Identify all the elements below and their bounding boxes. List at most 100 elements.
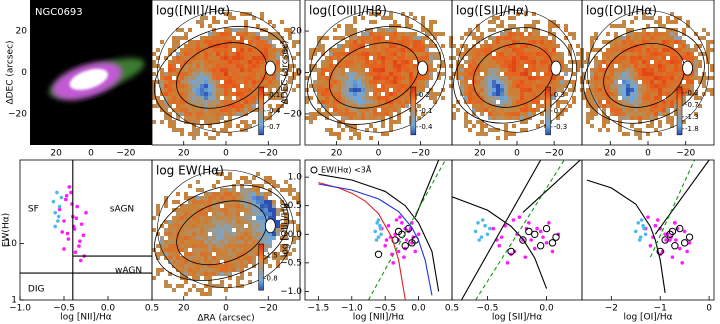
map-pixel bbox=[598, 80, 602, 84]
map-pixel bbox=[381, 108, 385, 112]
map-pixel bbox=[256, 80, 260, 84]
map-pixel bbox=[208, 80, 212, 84]
map-pixel bbox=[594, 104, 598, 108]
map-pixel bbox=[333, 36, 337, 40]
map-pixel bbox=[176, 100, 180, 104]
map-pixel bbox=[480, 132, 484, 136]
map-pixel bbox=[492, 76, 496, 80]
map-pixel bbox=[409, 36, 413, 40]
map-pixel bbox=[196, 80, 200, 84]
map-pixel bbox=[204, 96, 208, 100]
map-pixel bbox=[670, 32, 674, 36]
map-pixel bbox=[216, 224, 220, 228]
y-tick-label: 0 bbox=[21, 68, 27, 78]
map-pixel bbox=[472, 108, 476, 112]
point bbox=[506, 261, 510, 265]
map-pixel bbox=[646, 36, 650, 40]
map-pixel bbox=[520, 60, 524, 64]
map-pixel bbox=[670, 100, 674, 104]
y-tick-label: 1.0 bbox=[288, 173, 303, 183]
map-pixel bbox=[212, 68, 216, 72]
map-pixel bbox=[662, 32, 666, 36]
map-pixel bbox=[492, 56, 496, 60]
map-pixel bbox=[357, 44, 361, 48]
plot-area bbox=[587, 160, 709, 293]
map-pixel bbox=[646, 64, 650, 68]
map-pixel bbox=[341, 92, 345, 96]
point bbox=[66, 232, 70, 236]
point bbox=[79, 259, 83, 263]
map-pixel bbox=[361, 80, 365, 84]
map-pixel bbox=[576, 44, 580, 48]
map-pixel bbox=[468, 68, 472, 72]
map-pixel bbox=[622, 72, 626, 76]
map-pixel bbox=[204, 196, 208, 200]
map-pixel bbox=[236, 48, 240, 52]
map-pixel bbox=[393, 108, 397, 112]
map-pixel bbox=[544, 80, 548, 84]
map-pixel bbox=[646, 112, 650, 116]
map-pixel bbox=[630, 92, 634, 96]
map-pixel bbox=[500, 96, 504, 100]
map-pixel bbox=[212, 120, 216, 124]
map-pixel bbox=[192, 92, 196, 96]
map-pixel bbox=[256, 224, 260, 228]
map-pixel bbox=[429, 24, 433, 28]
map-pixel bbox=[425, 52, 429, 56]
map-pixel bbox=[586, 112, 590, 116]
map-pixel bbox=[536, 36, 540, 40]
map-pixel bbox=[662, 108, 666, 112]
map-pixel bbox=[409, 56, 413, 60]
map-pixel bbox=[520, 116, 524, 120]
map-pixel bbox=[504, 116, 508, 120]
map-pixel bbox=[337, 60, 341, 64]
map-pixel bbox=[200, 100, 204, 104]
map-pixel bbox=[540, 60, 544, 64]
map-pixel bbox=[536, 108, 540, 112]
map-pixel bbox=[260, 64, 264, 68]
map-pixel bbox=[172, 92, 176, 96]
map-pixel bbox=[172, 248, 176, 252]
map-pixel bbox=[618, 56, 622, 60]
map-pixel bbox=[492, 64, 496, 68]
map-pixel bbox=[236, 80, 240, 84]
map-pixel bbox=[377, 44, 381, 48]
map-pixel bbox=[180, 216, 184, 220]
map-pixel bbox=[329, 96, 333, 100]
map-pixel bbox=[192, 232, 196, 236]
map-pixel bbox=[192, 68, 196, 72]
map-pixel bbox=[460, 36, 464, 40]
map-pixel bbox=[548, 24, 552, 28]
map-pixel bbox=[590, 40, 594, 44]
map-pixel bbox=[172, 72, 176, 76]
map-pixel bbox=[236, 68, 240, 72]
map-pixel bbox=[586, 92, 590, 96]
panel-frame bbox=[452, 160, 582, 300]
map-pixel bbox=[252, 240, 256, 244]
map-pixel bbox=[598, 60, 602, 64]
map-pixel bbox=[618, 68, 622, 72]
map-pixel bbox=[192, 40, 196, 44]
map-pixel bbox=[337, 112, 341, 116]
map-pixel bbox=[236, 96, 240, 100]
map-pixel bbox=[472, 104, 476, 108]
map-pixel bbox=[618, 76, 622, 80]
map-pixel bbox=[232, 232, 236, 236]
map-pixel bbox=[397, 84, 401, 88]
map-pixel bbox=[361, 40, 365, 44]
map-pixel bbox=[268, 204, 272, 208]
map-pixel bbox=[610, 92, 614, 96]
map-pixel bbox=[248, 180, 252, 184]
map-pixel bbox=[572, 96, 576, 100]
foreground-star bbox=[265, 219, 275, 233]
map-pixel bbox=[244, 56, 248, 60]
map-pixel bbox=[654, 112, 658, 116]
point bbox=[379, 227, 383, 231]
map-pixel bbox=[508, 108, 512, 112]
map-pixel bbox=[654, 108, 658, 112]
map-pixel bbox=[353, 72, 357, 76]
open-circle-point bbox=[672, 243, 678, 249]
map-pixel bbox=[236, 112, 240, 116]
map-pixel bbox=[500, 80, 504, 84]
map-pixel bbox=[353, 56, 357, 60]
